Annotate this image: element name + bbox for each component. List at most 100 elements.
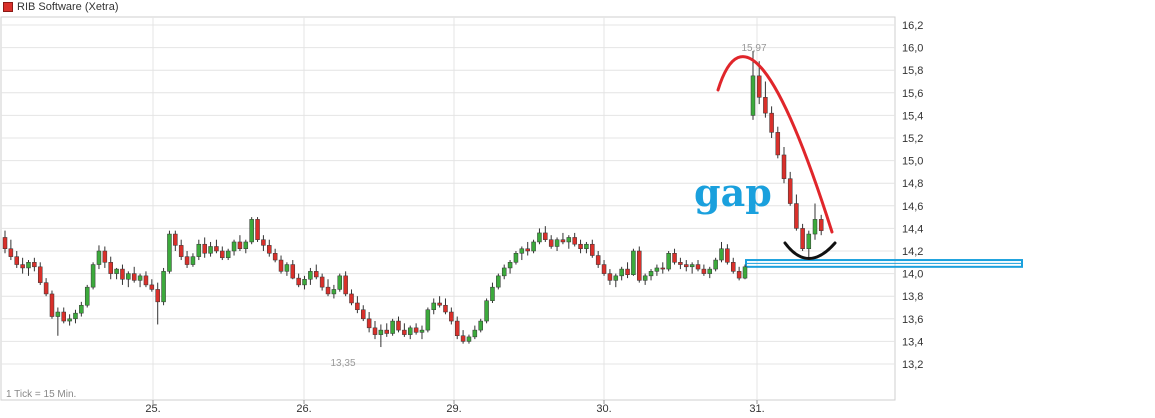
candle (167, 230, 172, 274)
candle-body (787, 178, 793, 204)
candle-body (331, 289, 337, 295)
y-tick-label: 15,0 (902, 156, 923, 168)
candle-body (631, 250, 636, 275)
candle (781, 147, 787, 184)
candle-body (167, 233, 172, 272)
candle (812, 203, 818, 240)
candle-body (314, 271, 319, 278)
candle-body (800, 228, 805, 249)
candle-body (43, 282, 49, 295)
candle (731, 257, 736, 274)
candle-body (26, 262, 31, 269)
candle-body (642, 275, 648, 281)
candle-body (736, 271, 742, 279)
candle (537, 228, 542, 245)
candle (818, 214, 824, 236)
candle (284, 262, 290, 276)
candle-body (695, 264, 701, 270)
candle (26, 260, 31, 276)
value-labels: 15,97 13,35 (330, 43, 766, 369)
candle-body (672, 253, 677, 263)
candle-body (537, 232, 542, 243)
candle-body (713, 259, 718, 270)
candle (278, 255, 284, 274)
candle (637, 246, 642, 283)
candle-body (178, 245, 184, 257)
candle (184, 251, 190, 268)
candle-body (84, 286, 90, 306)
candle-body (584, 243, 589, 249)
candle-body (812, 219, 818, 235)
candle (366, 312, 372, 333)
candle (654, 264, 660, 276)
candle (725, 244, 730, 265)
candle (578, 239, 583, 254)
candle-body (572, 237, 577, 245)
candle (296, 273, 301, 288)
candle-body (566, 237, 572, 243)
candle (43, 278, 49, 297)
candle (290, 260, 296, 280)
candle-body (707, 268, 713, 274)
y-axis: 16,2 16,0 15,8 15,6 15,4 15,2 15,0 14,8 14,6 14,4… (902, 20, 923, 371)
candle-body (290, 264, 296, 279)
candle-body (531, 241, 536, 252)
candle (384, 323, 389, 337)
candle (678, 257, 683, 270)
legend: RIB Software (Xetra) (3, 0, 118, 14)
candle (648, 269, 654, 281)
candle (407, 325, 413, 340)
candle-body (443, 304, 448, 313)
candle-body (143, 275, 149, 286)
candle-body (590, 243, 595, 256)
candle (214, 239, 219, 254)
candle (531, 239, 536, 254)
candle-body (666, 253, 671, 270)
candle (666, 251, 671, 272)
candle-body (560, 239, 566, 243)
candle (566, 235, 572, 249)
candle-body (625, 268, 630, 275)
candle (787, 171, 793, 206)
candle-body (272, 253, 278, 261)
candle-body (173, 233, 178, 246)
candle-body (155, 289, 160, 303)
candle-body (55, 311, 61, 317)
candle-body (202, 243, 207, 254)
candle (642, 273, 648, 285)
candle (763, 81, 768, 118)
candle (554, 237, 560, 251)
candle (419, 325, 425, 340)
candle (120, 264, 125, 285)
candle-body (8, 248, 14, 257)
candle-body (2, 237, 8, 249)
candle (131, 266, 137, 283)
candle-body (501, 267, 507, 277)
candle (794, 194, 799, 231)
candle-body (496, 275, 501, 288)
candle-body (237, 241, 243, 249)
candle (472, 325, 478, 340)
candle-body (750, 75, 756, 116)
y-tick-label: 14,8 (902, 178, 923, 190)
candle (396, 316, 401, 333)
candle (425, 307, 431, 333)
candle-body (102, 250, 108, 263)
candle (79, 301, 84, 317)
candle-body (378, 329, 384, 335)
candle (372, 321, 378, 340)
candle-body (601, 264, 607, 274)
legend-label: RIB Software (Xetra) (17, 1, 119, 13)
y-tick-label: 15,4 (902, 110, 923, 122)
candle (108, 256, 113, 280)
candle-body (32, 262, 37, 268)
candle (660, 262, 666, 274)
candle (460, 330, 466, 344)
y-tick-label: 15,6 (902, 88, 923, 100)
candle (548, 235, 554, 249)
candle (543, 226, 548, 242)
candle (302, 275, 307, 290)
candle-body (137, 275, 143, 281)
candle (449, 307, 454, 325)
y-tick-label: 14,6 (902, 201, 923, 213)
